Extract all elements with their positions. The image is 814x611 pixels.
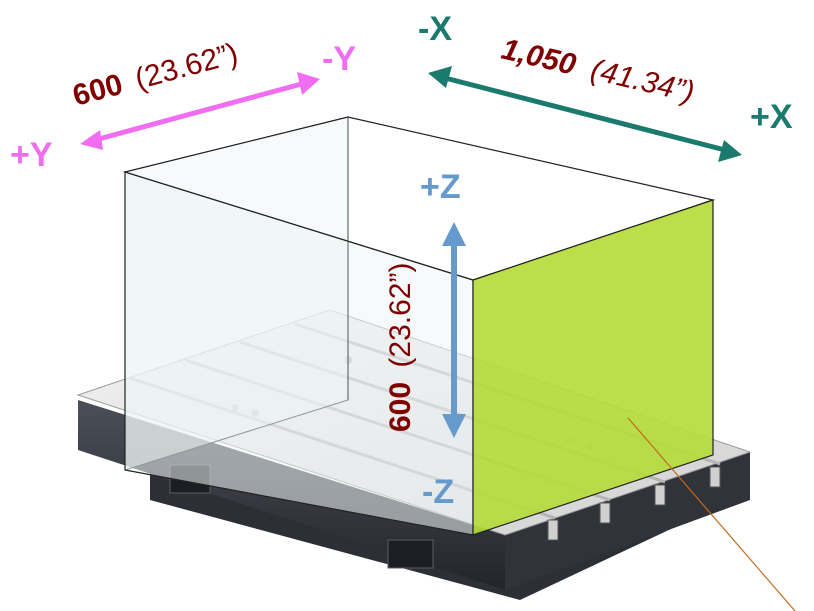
z-plus-label: +Z [420, 168, 461, 206]
z-dimension-inches: (23.62”) [384, 263, 417, 368]
y-dimension-value: 600 [69, 68, 126, 113]
z-dimension-value: 600 [384, 382, 417, 432]
envelope-side-face [472, 199, 714, 536]
z-axis-arrow [442, 222, 466, 438]
work-envelope [122, 116, 716, 536]
y-dimension-inches: (23.62”) [131, 37, 241, 96]
leader-line [627, 417, 796, 611]
x-dimension-inches: (41.34”) [588, 53, 698, 109]
z-dimension-label: 600 (23.62”) [384, 263, 417, 432]
table-base-right [505, 452, 750, 590]
z-minus-label: -Z [422, 473, 454, 511]
x-minus-label: -X [418, 10, 452, 48]
y-minus-label: -Y [322, 40, 356, 78]
y-axis-arrow [80, 72, 320, 150]
y-plus-label: +Y [10, 136, 53, 174]
x-dimension-value: 1,050 [498, 33, 579, 82]
x-axis-arrow [428, 66, 742, 162]
x-plus-label: +X [750, 98, 793, 136]
y-dimension-label: 600 (23.62”) [69, 37, 241, 113]
slot-notches [547, 466, 721, 541]
